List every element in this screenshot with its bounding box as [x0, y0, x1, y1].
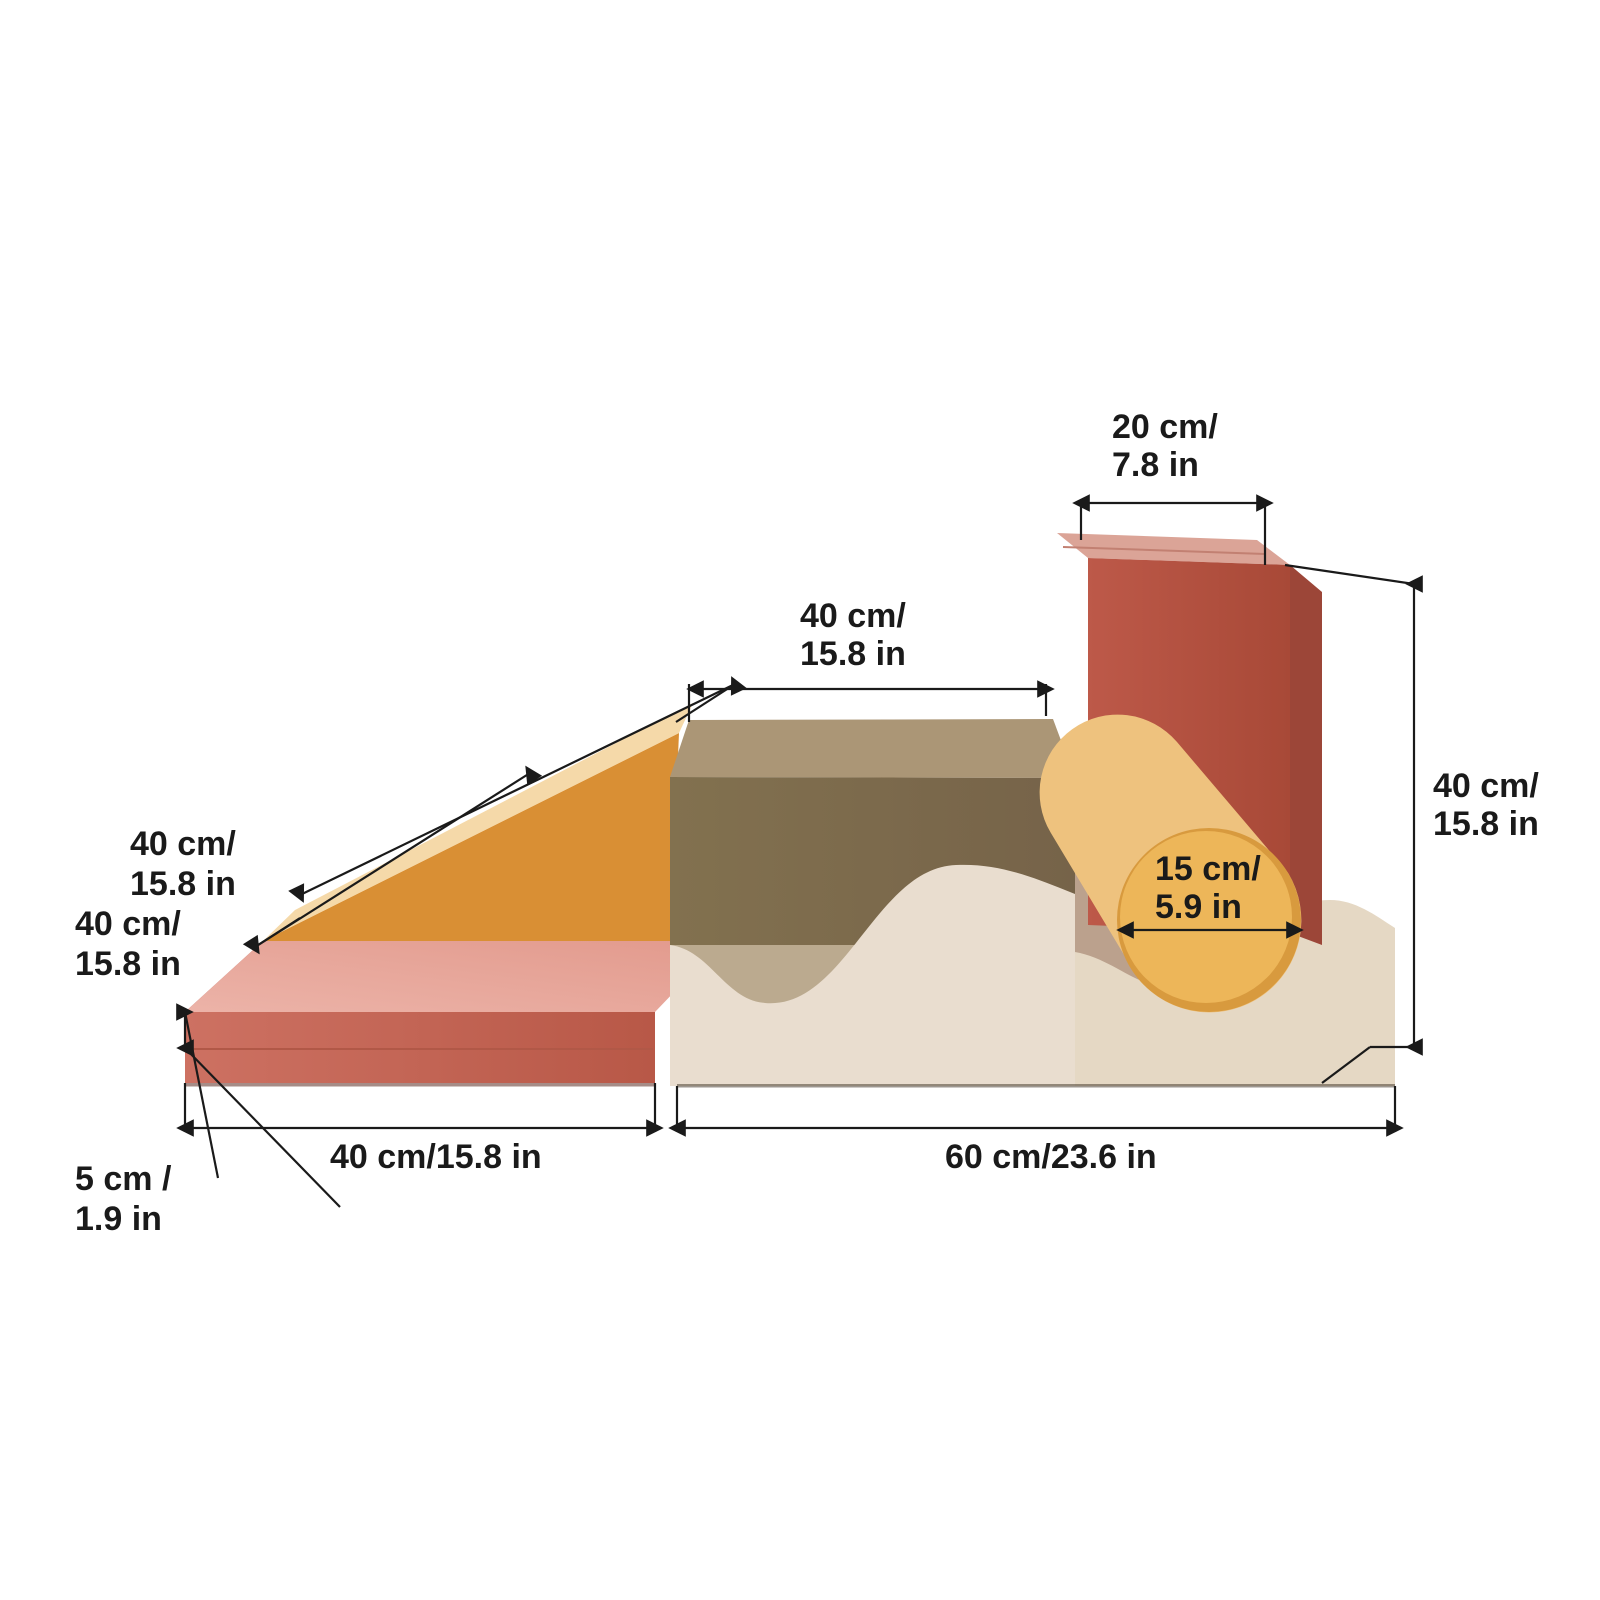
- svg-text:5.9 in: 5.9 in: [1155, 888, 1242, 926]
- svg-text:15 cm/: 15 cm/: [1155, 850, 1261, 888]
- svg-text:40 cm/: 40 cm/: [1433, 767, 1539, 805]
- svg-text:20 cm/: 20 cm/: [1112, 408, 1218, 446]
- svg-text:15.8 in: 15.8 in: [75, 945, 181, 983]
- svg-text:40 cm/: 40 cm/: [75, 905, 181, 943]
- svg-text:1.9 in: 1.9 in: [75, 1200, 162, 1238]
- svg-text:5 cm /: 5 cm /: [75, 1160, 172, 1198]
- svg-text:15.8 in: 15.8 in: [1433, 805, 1539, 843]
- svg-text:60 cm/23.6 in: 60 cm/23.6 in: [945, 1138, 1157, 1176]
- svg-text:40 cm/: 40 cm/: [800, 597, 906, 635]
- svg-text:15.8 in: 15.8 in: [800, 635, 906, 673]
- svg-text:40 cm/: 40 cm/: [130, 825, 236, 863]
- svg-text:15.8 in: 15.8 in: [130, 865, 236, 903]
- svg-text:40 cm/15.8 in: 40 cm/15.8 in: [330, 1138, 542, 1176]
- svg-text:7.8 in: 7.8 in: [1112, 446, 1199, 484]
